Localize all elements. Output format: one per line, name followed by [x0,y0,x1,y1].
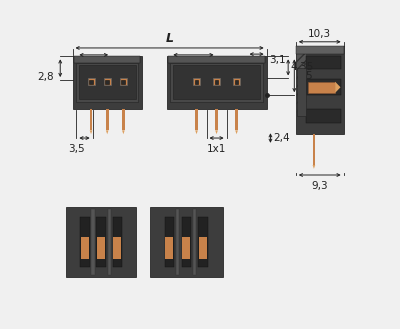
Text: 1x1: 1x1 [207,144,226,154]
Bar [306,56,341,69]
Bar [235,109,238,130]
Text: L: L [166,32,174,45]
Bar [198,217,208,267]
Bar [165,237,173,260]
Bar [306,110,341,123]
Bar [182,237,190,260]
Bar [308,82,335,93]
Bar [199,237,207,260]
Bar [74,56,140,63]
Bar [296,46,344,55]
Bar [89,80,93,84]
Bar [182,217,191,267]
Bar [113,217,122,267]
Text: 3,1: 3,1 [269,55,286,65]
Text: 3,5: 3,5 [68,144,85,154]
Polygon shape [122,130,125,134]
Bar [164,217,174,267]
Bar [296,46,306,112]
Bar [233,79,240,86]
Bar [215,109,218,130]
Bar [97,237,105,260]
Polygon shape [235,130,238,134]
Bar [296,46,344,134]
Bar [170,63,263,102]
Text: 4,35: 4,35 [290,63,314,72]
Bar [106,109,108,130]
Bar [312,134,315,165]
Bar [92,209,94,275]
Polygon shape [195,130,198,134]
Bar [173,65,260,99]
Bar [176,209,179,275]
Polygon shape [215,130,218,134]
Bar [81,237,89,260]
Bar [235,80,238,84]
Bar [297,68,306,116]
Bar [120,79,127,86]
Polygon shape [90,130,92,134]
Bar [195,109,198,130]
Bar [150,207,223,277]
Bar [88,79,94,86]
Bar [193,79,200,86]
Bar [122,80,125,84]
Bar [76,63,138,102]
Bar [166,56,267,109]
Bar [122,109,125,130]
Text: 10,3: 10,3 [308,29,331,39]
Bar [195,80,198,84]
Bar [193,209,196,275]
Bar [113,237,121,260]
Text: 9,3: 9,3 [312,181,328,191]
Bar [306,79,341,95]
Text: 2,4: 2,4 [273,133,289,143]
Bar [72,56,142,109]
Polygon shape [106,130,108,134]
Polygon shape [335,82,340,93]
Bar [105,80,109,84]
Bar [79,65,136,99]
Bar [66,207,136,277]
Bar [168,56,265,63]
Bar [90,109,92,130]
Bar [104,79,111,86]
Bar [213,79,220,86]
Text: 8,5: 8,5 [297,71,313,81]
Bar [80,217,90,267]
Polygon shape [312,165,315,169]
Bar [215,80,218,84]
Bar [108,209,111,275]
Text: 2,8: 2,8 [38,72,54,82]
Bar [96,217,106,267]
